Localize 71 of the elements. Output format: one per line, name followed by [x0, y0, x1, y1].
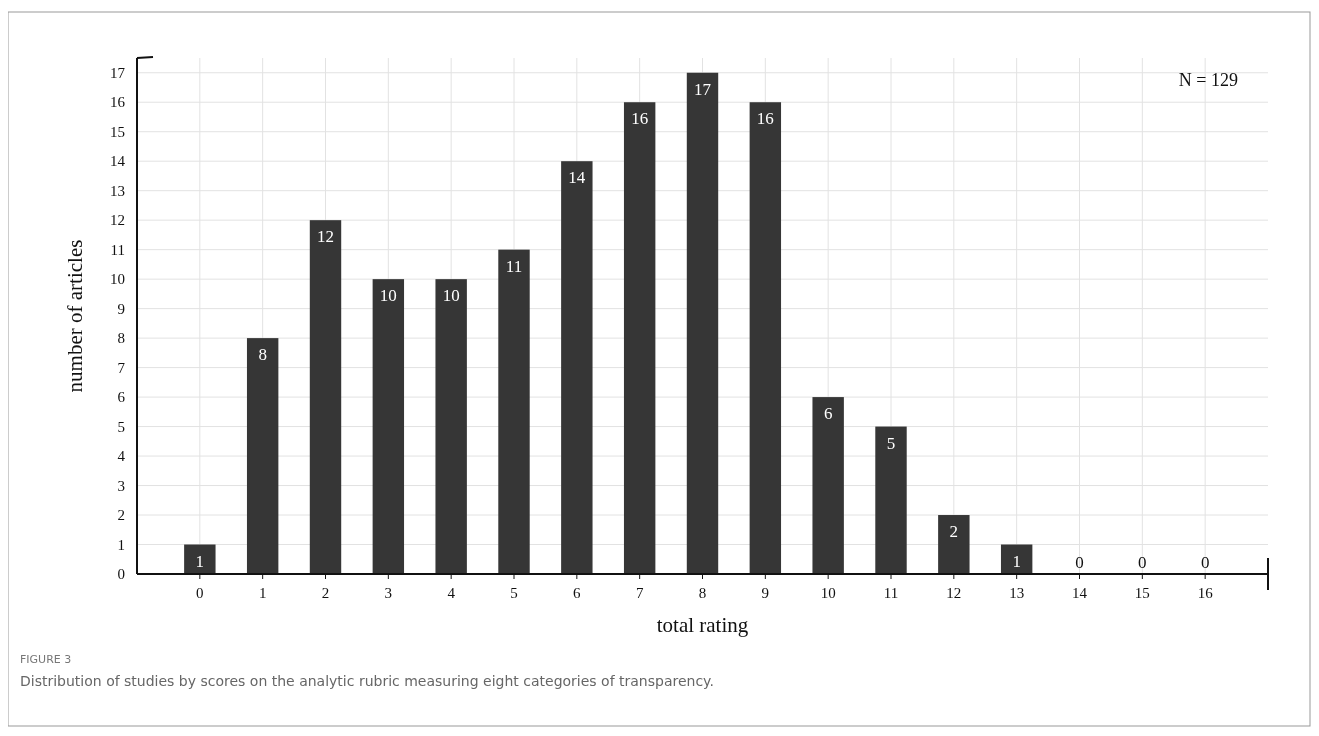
- y-tick-label: 10: [110, 271, 125, 288]
- x-tick-label: 2: [321, 585, 330, 601]
- data-label: 2: [949, 522, 959, 542]
- y-tick-label: 11: [110, 241, 125, 258]
- bar: [372, 279, 405, 574]
- y-tick-label: 16: [110, 94, 126, 111]
- y-tick-label: 15: [110, 123, 125, 140]
- y-tick-label: 17: [110, 64, 126, 81]
- data-label: 10: [379, 286, 397, 306]
- data-label: 0: [1200, 553, 1210, 572]
- data-label: 17: [694, 79, 712, 99]
- x-tick-label: 13: [1009, 585, 1025, 601]
- bar: [749, 102, 782, 574]
- text: Distribution of studies by scores on the analytic rubric measuring eight categories of transparency.: [20, 673, 714, 689]
- x-tick-label: 8: [698, 585, 707, 601]
- bar: [686, 72, 719, 574]
- y-axis-title: number of articles: [63, 239, 87, 393]
- y-tick-label: 7: [117, 359, 126, 376]
- x-tick-label: 7: [635, 585, 644, 601]
- x-tick-label: 3: [384, 585, 393, 601]
- data-label: 5: [886, 433, 896, 453]
- x-tick-label: 6: [573, 585, 582, 601]
- data-label: 11: [505, 256, 523, 276]
- x-tick-label: 16: [1197, 585, 1214, 601]
- y-tick-label: 14: [110, 153, 126, 170]
- caption: FIGURE 3: [20, 653, 72, 666]
- bar: [938, 515, 970, 574]
- y-tick-label: 0: [117, 566, 125, 582]
- x-tick-label: 1: [258, 585, 267, 601]
- data-label: 8: [258, 345, 267, 365]
- data-label: 0: [1075, 553, 1084, 572]
- data-label: 6: [823, 404, 833, 424]
- y-tick-label: 8: [117, 330, 125, 347]
- data-label: 0: [1138, 553, 1147, 572]
- data-label: 16: [756, 109, 774, 129]
- bar: [812, 397, 844, 574]
- bar: [1000, 544, 1033, 574]
- bar: [561, 161, 593, 574]
- data-label: 14: [568, 168, 586, 188]
- bar: [623, 102, 656, 574]
- y-tick-label: 5: [117, 418, 125, 435]
- y-tick-label: 1: [117, 536, 125, 553]
- y-tick-label: 6: [117, 389, 126, 406]
- data-label: 16: [631, 109, 649, 129]
- x-tick-label: 11: [883, 585, 899, 601]
- bar: [498, 249, 530, 574]
- x-tick-label: 12: [946, 585, 962, 601]
- x-tick-label: 5: [510, 585, 518, 601]
- y-tick-label: 4: [117, 448, 126, 465]
- bar: [184, 544, 216, 574]
- data-label: 10: [442, 286, 460, 306]
- data-label: 12: [317, 227, 334, 247]
- annotation: N = 129: [1178, 70, 1238, 90]
- bar: [435, 279, 467, 574]
- y-tick-label: 12: [110, 212, 125, 229]
- y-tick-label: 9: [117, 300, 125, 317]
- x-tick-label: 0: [196, 585, 204, 601]
- bar: [309, 220, 342, 574]
- x-axis-title: total rating: [656, 613, 749, 637]
- bar: [246, 338, 279, 574]
- y-tick-label: 13: [110, 182, 125, 199]
- x-tick-label: 4: [447, 585, 456, 601]
- x-tick-label: 10: [820, 585, 836, 601]
- bar: [875, 426, 907, 574]
- data-label: 1: [195, 551, 205, 571]
- x-tick-label: 15: [1134, 585, 1150, 601]
- y-tick-label: 2: [117, 507, 125, 524]
- y-tick-label: 3: [117, 477, 125, 494]
- data-label: 1: [1012, 551, 1021, 571]
- x-tick-label: 14: [1072, 585, 1088, 601]
- x-tick-label: 9: [761, 585, 770, 601]
